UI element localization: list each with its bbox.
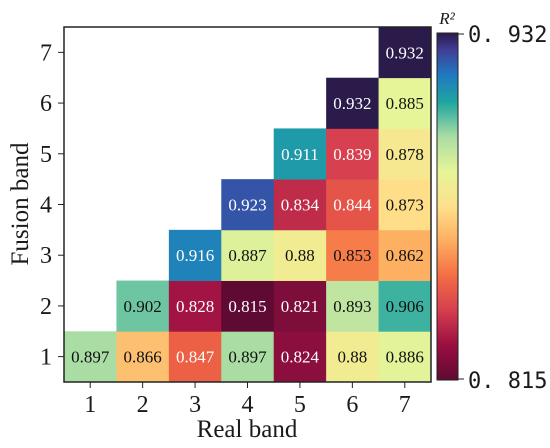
x-tick-label: 3 <box>189 392 201 418</box>
x-tick-label: 5 <box>294 392 306 418</box>
heatmap-cell <box>378 229 432 281</box>
heatmap-cell <box>116 331 170 383</box>
heatmap-cell <box>378 280 432 332</box>
heatmap-cell <box>221 280 275 332</box>
heatmap-cell <box>273 179 327 231</box>
heatmap-cell <box>273 128 327 180</box>
colorbar-title: R² <box>438 9 455 28</box>
heatmap-cell <box>273 229 327 281</box>
cell-value-label: 0.88 <box>337 348 367 367</box>
y-tick-label: 3 <box>40 243 52 269</box>
y-tick-label: 4 <box>40 193 52 219</box>
cell-value-label: 0.847 <box>176 348 215 367</box>
y-tick-label: 1 <box>40 345 52 371</box>
heatmap-cell <box>378 179 432 231</box>
heatmap-cell <box>326 280 379 332</box>
y-tick-label: 5 <box>40 142 52 168</box>
cell-value-label: 0.911 <box>281 145 319 164</box>
cell-value-label: 0.853 <box>333 246 371 265</box>
x-tick-label: 1 <box>84 392 96 418</box>
cell-value-label: 0.824 <box>281 348 320 367</box>
heatmap-cell <box>221 331 275 383</box>
cell-value-label: 0.897 <box>228 348 267 367</box>
heatmap-cell <box>221 229 275 281</box>
heatmap-cell <box>378 331 432 383</box>
y-axis-ticks: 1 2 3 4 5 6 7 <box>40 40 64 371</box>
cell-value-label: 0.834 <box>281 196 320 215</box>
x-tick-label: 6 <box>346 392 358 418</box>
heatmap-cell <box>168 331 222 383</box>
cell-value-label: 0.873 <box>386 196 424 215</box>
cell-value-label: 0.906 <box>386 297 424 316</box>
cell-value-label: 0.815 <box>228 297 266 316</box>
cell-value-label: 0.902 <box>124 297 162 316</box>
x-tick-label: 2 <box>137 392 149 418</box>
heatmap-cell <box>378 27 432 79</box>
cell-value-label: 0.916 <box>176 246 214 265</box>
colorbar-min-label: 0. 815 <box>468 369 547 394</box>
heatmap-cell <box>378 128 432 180</box>
heatmap-cell <box>168 229 222 281</box>
y-axis-title: Fusion band <box>7 142 34 265</box>
x-axis-ticks: 1 2 3 4 5 6 7 <box>84 382 411 418</box>
x-tick-label: 7 <box>399 392 411 418</box>
cell-value-label: 0.88 <box>285 246 315 265</box>
cell-value-label: 0.923 <box>228 196 266 215</box>
cell-value-label: 0.932 <box>333 94 371 113</box>
cell-value-label: 0.828 <box>176 297 214 316</box>
cell-value-label: 0.839 <box>333 145 371 164</box>
cell-value-label: 0.878 <box>386 145 424 164</box>
cell-value-label: 0.862 <box>386 246 424 265</box>
x-axis-title: Real band <box>197 416 298 443</box>
cell-value-label: 0.897 <box>71 348 110 367</box>
heatmap-cell <box>64 331 117 383</box>
cell-value-label: 0.932 <box>386 43 424 62</box>
cell-value-label: 0.866 <box>124 348 162 367</box>
cell-value-label: 0.844 <box>333 196 372 215</box>
heatmap-cell <box>116 280 170 332</box>
y-tick-label: 7 <box>40 40 52 66</box>
heatmap-cell <box>378 77 432 129</box>
heatmap-cell <box>168 280 222 332</box>
cell-value-label: 0.886 <box>386 348 424 367</box>
heatmap-cell <box>273 331 327 383</box>
heatmap-cells <box>64 27 432 383</box>
cell-value-label: 0.821 <box>281 297 319 316</box>
heatmap-cell <box>326 331 379 383</box>
heatmap-cell <box>326 229 379 281</box>
heatmap-cell <box>326 179 379 231</box>
x-tick-label: 4 <box>242 392 254 418</box>
y-tick-label: 2 <box>40 294 52 320</box>
heatmap-cell <box>221 179 275 231</box>
heatmap-cell-labels: 0.897 0.866 0.847 0.897 0.824 0.88 0.886 0.902 0… <box>71 43 424 366</box>
heatmap-cell <box>326 128 379 180</box>
cell-value-label: 0.887 <box>228 246 267 265</box>
heatmap-cell <box>326 77 379 129</box>
cell-value-label: 0.885 <box>386 94 424 113</box>
colorbar-max-label: 0. 932 <box>468 23 547 48</box>
heatmap-cell <box>273 280 327 332</box>
y-tick-label: 6 <box>40 91 52 117</box>
colorbar <box>436 32 459 381</box>
cell-value-label: 0.893 <box>333 297 371 316</box>
